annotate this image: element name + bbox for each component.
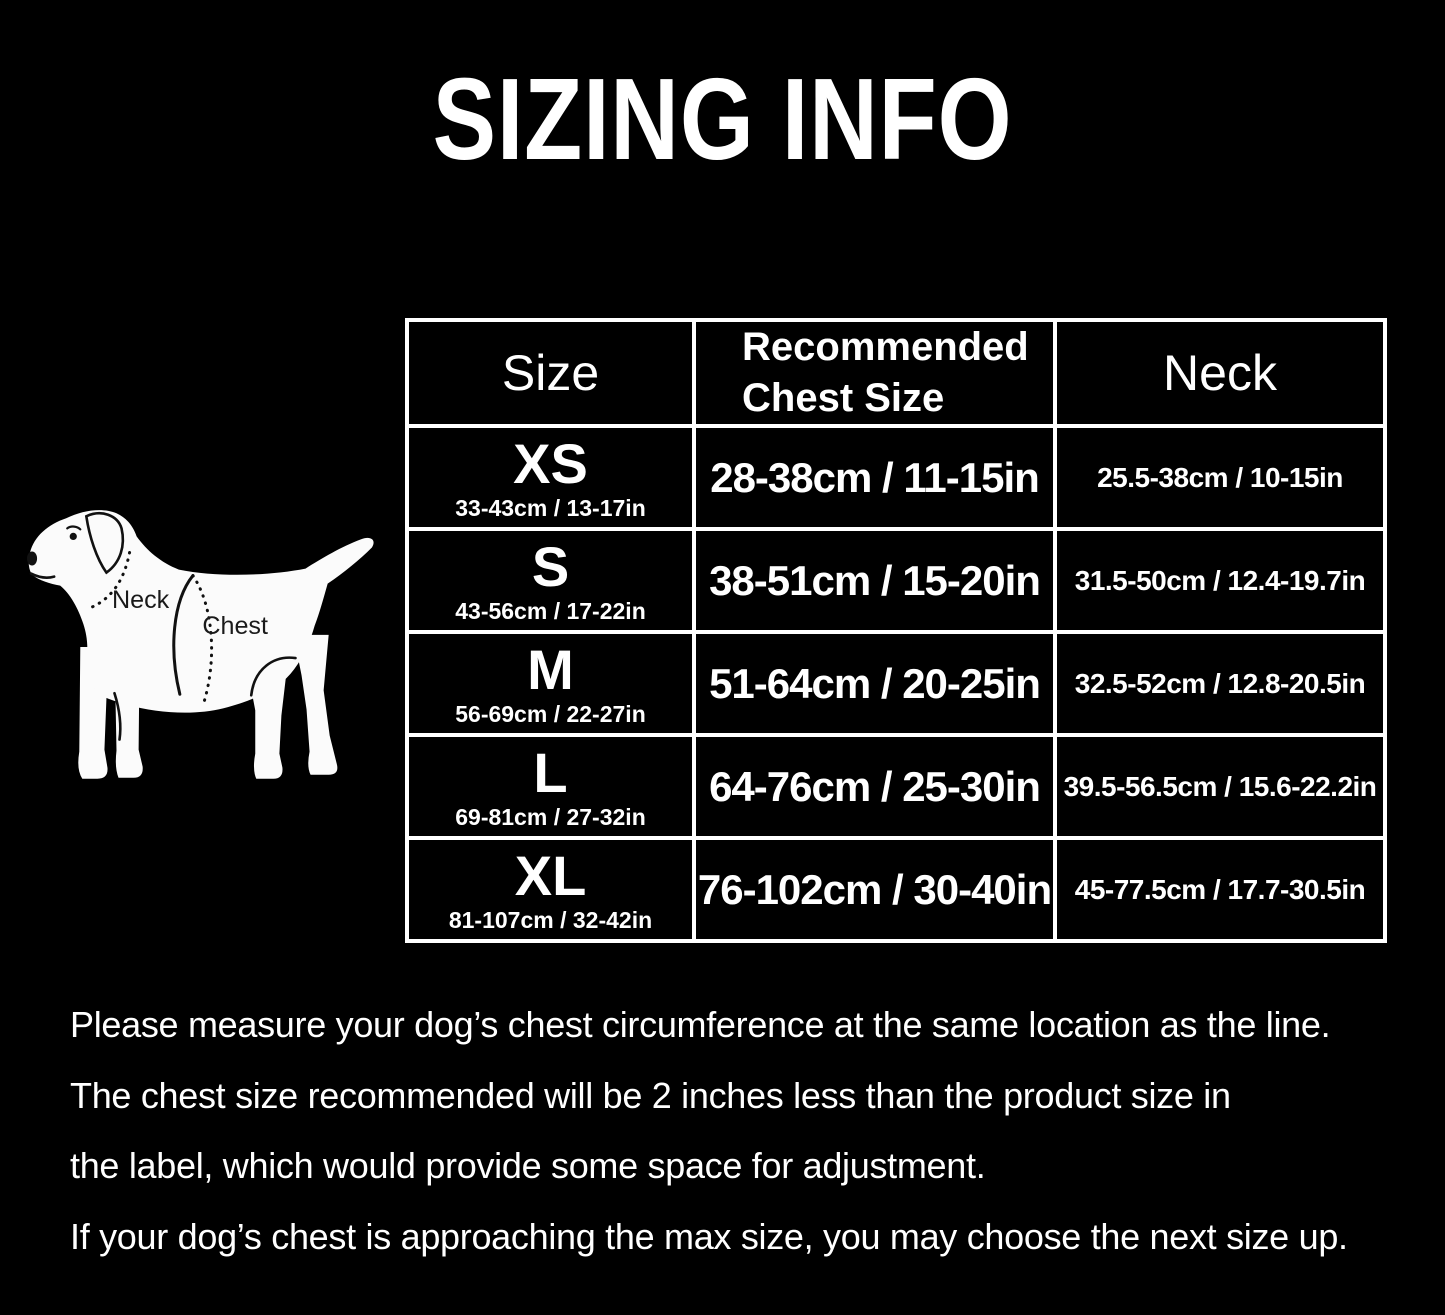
dog-mouth-line bbox=[29, 572, 56, 579]
size-label: XS bbox=[513, 431, 588, 495]
table-row-l: L 69-81cm / 27-32in 64-76cm / 25-30in 39… bbox=[405, 733, 1387, 841]
neck-label: Neck bbox=[112, 586, 170, 614]
table-row-xs: XS 33-43cm / 13-17in 28-38cm / 11-15in 2… bbox=[405, 424, 1387, 532]
chest-cell: 76-102cm / 30-40in bbox=[692, 836, 1057, 944]
size-label: L bbox=[533, 740, 568, 804]
sizing-table: Size Recommended Chest Size Neck XS 33-4… bbox=[405, 317, 1387, 944]
note-line: Please measure your dog’s chest circumfe… bbox=[70, 1004, 1331, 1045]
neck-cell: 39.5-56.5cm / 15.6-22.2in bbox=[1053, 733, 1387, 841]
neck-cell: 45-77.5cm / 17.7-30.5in bbox=[1053, 836, 1387, 944]
size-sublabel: 33-43cm / 13-17in bbox=[455, 494, 646, 521]
note-line: The chest size recommended will be 2 inc… bbox=[70, 1074, 1231, 1116]
dog-elbow-line bbox=[113, 691, 122, 741]
page-title-text: SIZING INFO bbox=[432, 54, 1013, 184]
note-line: the label, which would provide some spac… bbox=[70, 1145, 986, 1186]
table-header-chest: Recommended Chest Size bbox=[692, 317, 1057, 429]
dog-outline-details bbox=[29, 512, 297, 741]
table-header-chest-line1: Recommended bbox=[742, 325, 1029, 369]
size-label: XL bbox=[514, 843, 587, 907]
dog-measurement-diagram: Neck Chest bbox=[27, 510, 374, 779]
chest-label: Chest bbox=[202, 612, 268, 640]
size-cell: S 43-56cm / 17-22in bbox=[405, 527, 696, 635]
table-header-row: Size Recommended Chest Size Neck bbox=[405, 317, 1387, 429]
size-cell: XL 81-107cm / 32-42in bbox=[405, 836, 696, 944]
dog-nose bbox=[27, 551, 38, 566]
page-title: SIZING INFO bbox=[0, 52, 1445, 186]
size-cell: L 69-81cm / 27-32in bbox=[405, 733, 696, 841]
notes-section: Please measure your dog’s chest circumfe… bbox=[70, 990, 1410, 1272]
dog-eye bbox=[69, 532, 77, 541]
dog-thigh-line bbox=[249, 656, 297, 697]
neck-cell: 31.5-50cm / 12.4-19.7in bbox=[1053, 527, 1387, 635]
chest-cell: 38-51cm / 15-20in bbox=[692, 527, 1057, 635]
table-header-size: Size bbox=[405, 317, 696, 429]
dog-ear bbox=[84, 512, 125, 575]
chest-cell: 64-76cm / 25-30in bbox=[692, 733, 1057, 841]
chest-cell: 51-64cm / 20-25in bbox=[692, 630, 1057, 738]
neck-dotted-line bbox=[88, 550, 132, 610]
dog-brow-line bbox=[66, 525, 82, 531]
note-line: If your dog’s chest is approaching the m… bbox=[70, 1215, 1348, 1257]
table-header-chest-line2: Chest Size bbox=[742, 376, 945, 421]
chest-cell: 28-38cm / 11-15in bbox=[692, 424, 1057, 532]
size-cell: XS 33-43cm / 13-17in bbox=[405, 424, 696, 532]
table-row-s: S 43-56cm / 17-22in 38-51cm / 15-20in 31… bbox=[405, 527, 1387, 635]
chest-solid-line bbox=[172, 574, 195, 696]
table-row-xl: XL 81-107cm / 32-42in 76-102cm / 30-40in… bbox=[405, 836, 1387, 944]
neck-cell: 32.5-52cm / 12.8-20.5in bbox=[1053, 630, 1387, 738]
dog-silhouette bbox=[28, 510, 374, 779]
table-header-neck: Neck bbox=[1053, 317, 1387, 429]
neck-cell: 25.5-38cm / 10-15in bbox=[1053, 424, 1387, 532]
size-sublabel: 69-81cm / 27-32in bbox=[455, 803, 646, 830]
size-sublabel: 81-107cm / 32-42in bbox=[448, 906, 653, 933]
size-label: M bbox=[527, 637, 574, 701]
size-cell: M 56-69cm / 22-27in bbox=[405, 630, 696, 738]
table-row-m: M 56-69cm / 22-27in 51-64cm / 20-25in 32… bbox=[405, 630, 1387, 738]
size-label: S bbox=[531, 534, 570, 598]
size-sublabel: 43-56cm / 17-22in bbox=[455, 597, 646, 624]
size-sublabel: 56-69cm / 22-27in bbox=[455, 700, 646, 727]
